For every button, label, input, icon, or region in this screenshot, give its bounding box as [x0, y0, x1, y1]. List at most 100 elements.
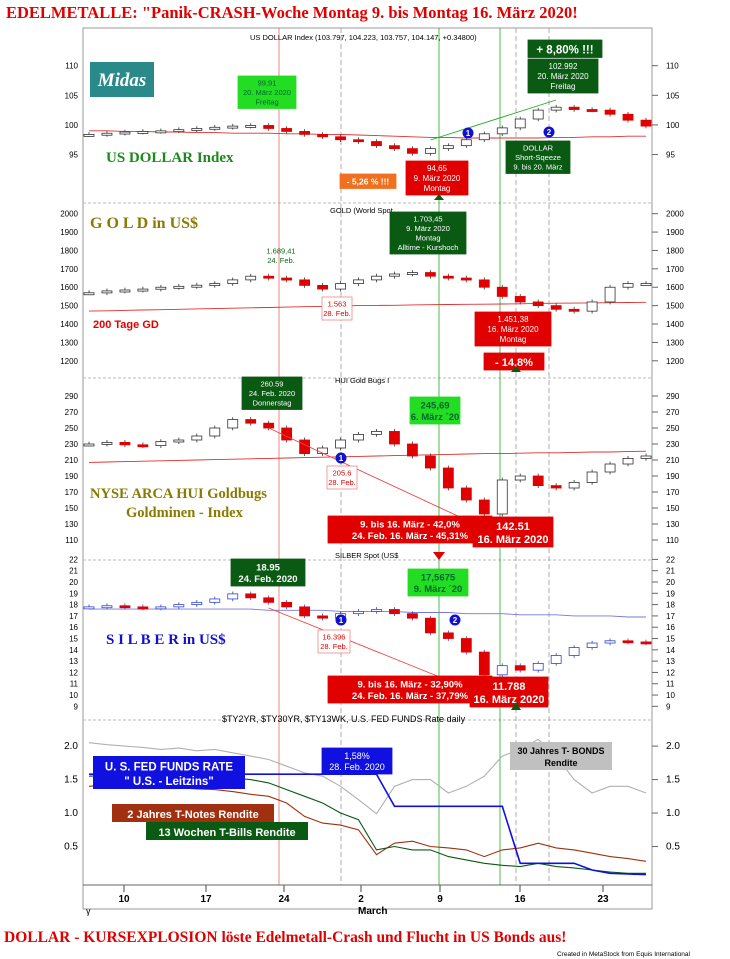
candle-body [460, 277, 472, 281]
x-tick-label: 24 [278, 894, 290, 905]
y-tick-label-left: 150 [65, 504, 79, 513]
y-tick-label-right: 18 [666, 601, 675, 610]
y-tick-label-right: 210 [666, 456, 680, 465]
candle-body [317, 615, 328, 619]
candle-body [496, 479, 508, 515]
y-tick-label-right: 190 [666, 472, 680, 481]
annotation-text: 94,65 [427, 164, 448, 173]
annotation-text: 28. Feb. [320, 642, 348, 651]
annotation-text: 9. März 2020 [414, 174, 461, 183]
candle-body [532, 475, 544, 487]
candle-body [424, 148, 436, 154]
y-tick-label-left: 170 [65, 488, 79, 497]
candle-body [442, 632, 454, 639]
annotation-text: 24. Feb. 16. März - 37,79% [352, 691, 469, 702]
y-tick-label-right: 12 [666, 668, 675, 677]
x-tick-label: 17 [200, 894, 212, 905]
annotation-text: - 5,26 % !!! [347, 177, 390, 187]
y-tick-label-left: 11 [70, 680, 79, 689]
candle-body [640, 119, 652, 127]
annotation-text: Montag [500, 335, 527, 344]
candle-body [335, 283, 346, 290]
marker-circle [335, 452, 347, 464]
candle-body [263, 422, 275, 429]
candle-body [83, 292, 95, 296]
y-tick-label-left: 22 [69, 555, 78, 564]
x-axis: 10 17 24 2 9 16 23 [83, 884, 652, 905]
y-tick-label-left: 1500 [60, 302, 78, 311]
candle-body [209, 283, 221, 286]
candle-body [119, 289, 131, 293]
annotation-text: 16. März 2020 [474, 694, 545, 706]
candle-body [119, 605, 131, 609]
candle-body [622, 283, 634, 288]
candle-body [281, 128, 293, 132]
y-tick-label-right: 16 [666, 623, 675, 632]
legend-text: Rendite [544, 758, 577, 768]
y-tick-label-right: 2000 [666, 210, 684, 219]
y-tick-label-left: 1900 [60, 228, 78, 237]
y-tick-label-right: 1900 [666, 228, 684, 237]
annotation-text: 1,58% [344, 751, 370, 761]
annotation-box [339, 173, 397, 189]
y-tick-label-right: 14 [666, 646, 675, 655]
candle-body [424, 617, 436, 634]
annotation-text: 1.451,38 [497, 315, 529, 324]
annotation-box [527, 39, 603, 58]
candle-body [263, 275, 275, 279]
trend-line [430, 99, 557, 141]
candle-body [83, 443, 95, 447]
candle-body [155, 130, 167, 134]
candle-body [227, 419, 239, 429]
y-tick-label-left: 110 [65, 62, 78, 71]
annotation-text: 11.788 [492, 681, 525, 693]
marker-label: 2 [547, 128, 552, 137]
series-layer [83, 99, 652, 876]
annotation-text: 24. Feb. 2020 [249, 389, 295, 398]
marker-label: 1 [466, 129, 471, 138]
gold-label: G O L D in US$ [90, 215, 198, 232]
annotation-text: Short-Sqeeze [515, 153, 561, 162]
candle-body [119, 131, 131, 135]
candle-body [407, 272, 418, 275]
candle-body [371, 609, 382, 612]
candle-body [424, 455, 436, 469]
y-tick-label-right: 250 [666, 424, 680, 433]
candle-body [119, 441, 131, 446]
candle-body [227, 593, 239, 600]
candle-body [460, 139, 472, 147]
y-tick-label-right: 1700 [666, 265, 684, 274]
candle-body [335, 136, 346, 141]
marker-circle [543, 126, 555, 138]
logo-text: Midas [97, 70, 147, 91]
y-tick-label-left: 110 [65, 536, 78, 545]
candle-body [568, 308, 580, 312]
y-tick-label-left: 9 [74, 702, 79, 711]
candle-body [155, 606, 167, 610]
y-tick-label-left: 0.5 [64, 842, 78, 853]
candle-body [191, 128, 203, 131]
x-tick-label: 16 [514, 894, 526, 905]
y-tick-label-left: 10 [69, 691, 78, 700]
arrow-up-icon [511, 366, 521, 372]
candle-body [191, 601, 203, 606]
candle-body [281, 277, 293, 281]
candle-body [353, 610, 364, 615]
legend-text: 13 Wochen T-Bills Rendite [158, 827, 295, 839]
annotation-text: 20. März 2020 [243, 88, 291, 97]
usd-panel-title: US DOLLAR Index (103.797, 104.223, 103.7… [250, 33, 477, 42]
annotation-text: 9. bis 20. März [513, 163, 562, 172]
candle-body [514, 296, 526, 303]
y-tick-label-right: 110 [666, 62, 679, 71]
candle-body [137, 606, 149, 610]
candle-body [514, 665, 526, 671]
y-tick-label-left: 230 [65, 440, 79, 449]
candle-body [353, 139, 364, 143]
candle-body [209, 126, 221, 130]
candle-body [389, 609, 400, 615]
candle-body [604, 640, 616, 644]
candle-body [191, 284, 203, 288]
candle-body [478, 279, 490, 288]
y-tick-label-left: 190 [65, 472, 79, 481]
